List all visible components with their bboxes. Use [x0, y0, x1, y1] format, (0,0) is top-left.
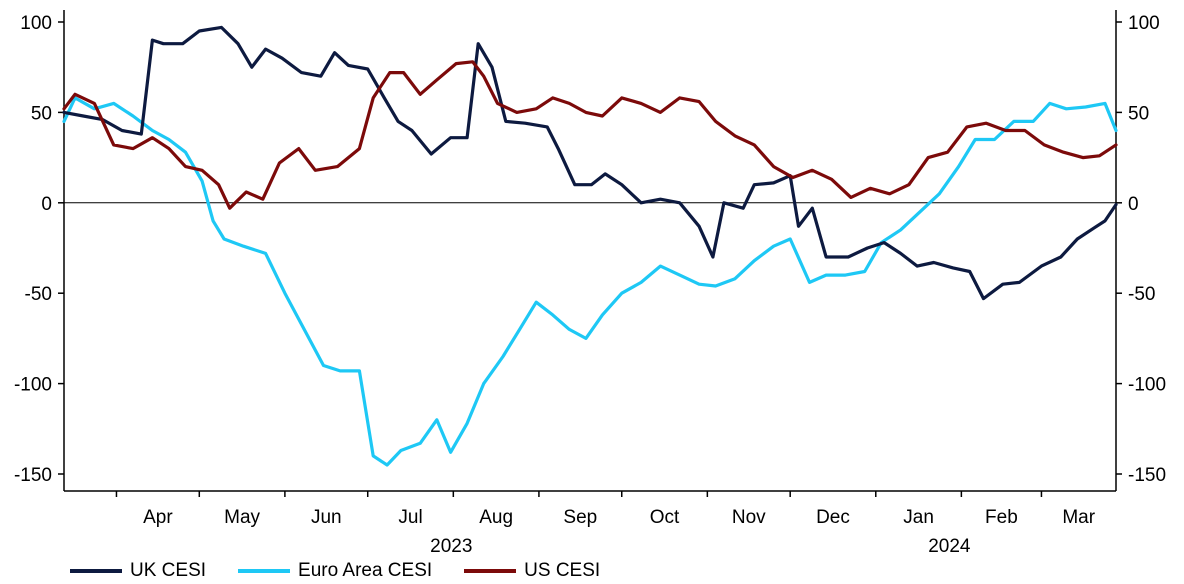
legend-item-euro-area: Euro Area CESI: [238, 560, 432, 582]
series-line-uk-cesi: [62, 25, 1118, 301]
y-tick-label-left: 50: [31, 103, 52, 124]
x-axis: Apr May Jun Jul Aug Sep Oct Nov Dec Jan Feb Mar 2023…: [64, 490, 1116, 557]
y-tick-label-right: -150: [1128, 465, 1166, 486]
legend-swatch-us: [464, 569, 517, 573]
legend-label-us: US CESI: [524, 560, 601, 581]
legend-swatch-euro-area: [238, 569, 291, 573]
y-tick-label-left: -50: [25, 284, 52, 305]
series-line-us-cesi: [62, 60, 1118, 210]
x-tick-label: Mar: [1062, 507, 1095, 528]
x-tick-label: Aug: [479, 507, 513, 528]
legend-swatch-uk: [70, 569, 122, 573]
legend-item-us: US CESI: [464, 560, 600, 582]
x-tick-label: Feb: [985, 507, 1018, 528]
legend-label-uk: UK CESI: [130, 560, 207, 581]
line-chart: 100 50 0 -50 -100 -150 100 50 0 -50 -100 -150 Apr M…: [14, 10, 1166, 557]
y-tick-label-right: -100: [1128, 375, 1166, 396]
x-tick-label: Jun: [311, 507, 342, 528]
y-tick-label-left: 100: [20, 13, 52, 34]
legend: UK CESI Euro Area CESI US CESI: [70, 560, 632, 582]
x-tick-label: Dec: [816, 507, 850, 528]
y-tick-label-right: 0: [1128, 194, 1139, 215]
series-line-euro-area-cesi: [62, 96, 1118, 467]
y-tick-label-right: 50: [1128, 103, 1149, 124]
y-tick-label-left: -100: [14, 375, 52, 396]
x-tick-label: Jan: [903, 507, 934, 528]
y-axis-left: 100 50 0 -50 -100 -150: [14, 10, 65, 491]
y-axis-right: 100 50 0 -50 -100 -150: [1115, 10, 1166, 491]
x-year-label: 2023: [430, 536, 472, 557]
x-year-label: 2024: [928, 536, 971, 557]
y-tick-label-right: -50: [1128, 284, 1155, 305]
x-tick-label: Jul: [398, 507, 422, 528]
x-tick-label: Nov: [732, 507, 766, 528]
x-tick-label: Sep: [563, 507, 597, 528]
legend-label-euro-area: Euro Area CESI: [298, 560, 433, 581]
y-tick-label-right: 100: [1128, 13, 1160, 34]
x-tick-label: Oct: [650, 507, 680, 528]
series-lines: [62, 25, 1118, 467]
y-tick-label-left: -150: [14, 465, 52, 486]
x-tick-label: May: [224, 507, 260, 528]
x-tick-label: Apr: [143, 507, 173, 528]
legend-item-uk: UK CESI: [70, 560, 206, 582]
y-tick-label-left: 0: [41, 194, 52, 215]
